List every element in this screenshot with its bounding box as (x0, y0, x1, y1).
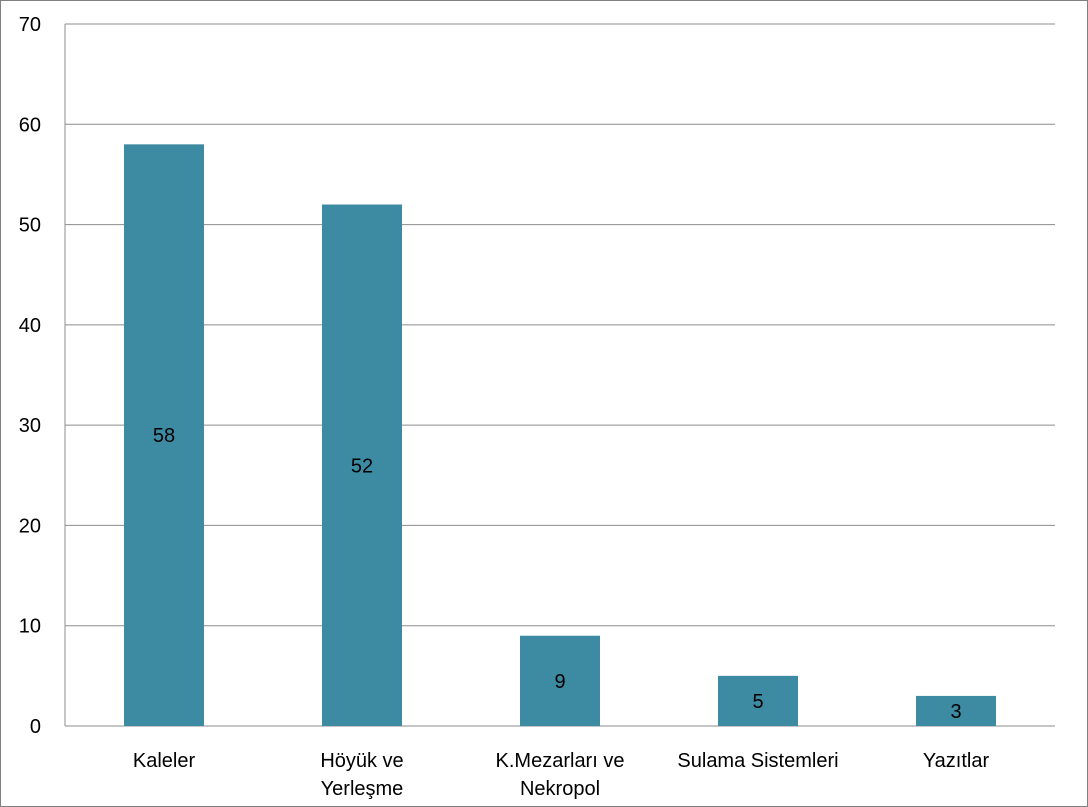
y-tick-label: 60 (19, 114, 41, 136)
y-tick-label: 10 (19, 616, 41, 638)
y-tick-label: 20 (19, 515, 41, 537)
y-tick-label: 40 (19, 315, 41, 337)
category-label: Kaleler (133, 750, 196, 772)
data-labels: 58 52 9 5 3 (153, 425, 962, 723)
bar (520, 635, 600, 726)
y-axis-ticks: 0 10 20 30 40 50 60 70 (19, 14, 41, 738)
bar (322, 204, 402, 726)
data-label: 9 (554, 671, 565, 693)
data-label: 5 (752, 691, 763, 713)
y-tick-label: 0 (30, 716, 41, 738)
y-tick-label: 70 (19, 14, 41, 36)
bars (124, 144, 996, 727)
y-tick-label: 50 (19, 215, 41, 237)
data-label: 3 (950, 701, 961, 723)
data-label: 52 (351, 455, 373, 477)
category-label: Höyük ve Yerleşme (320, 750, 403, 800)
category-label: K.Mezarları ve Nekropol (496, 750, 625, 800)
gridlines (64, 23, 1055, 727)
data-label: 58 (153, 425, 175, 447)
bar (718, 675, 798, 726)
category-label: Yazıtlar (923, 750, 990, 772)
bar (124, 144, 204, 727)
y-tick-label: 30 (19, 415, 41, 437)
category-label: Sulama Sistemleri (677, 750, 838, 772)
x-axis-categories: Kaleler Höyük ve Yerleşme K.Mezarları ve Nek… (133, 750, 990, 800)
bar (916, 695, 996, 726)
